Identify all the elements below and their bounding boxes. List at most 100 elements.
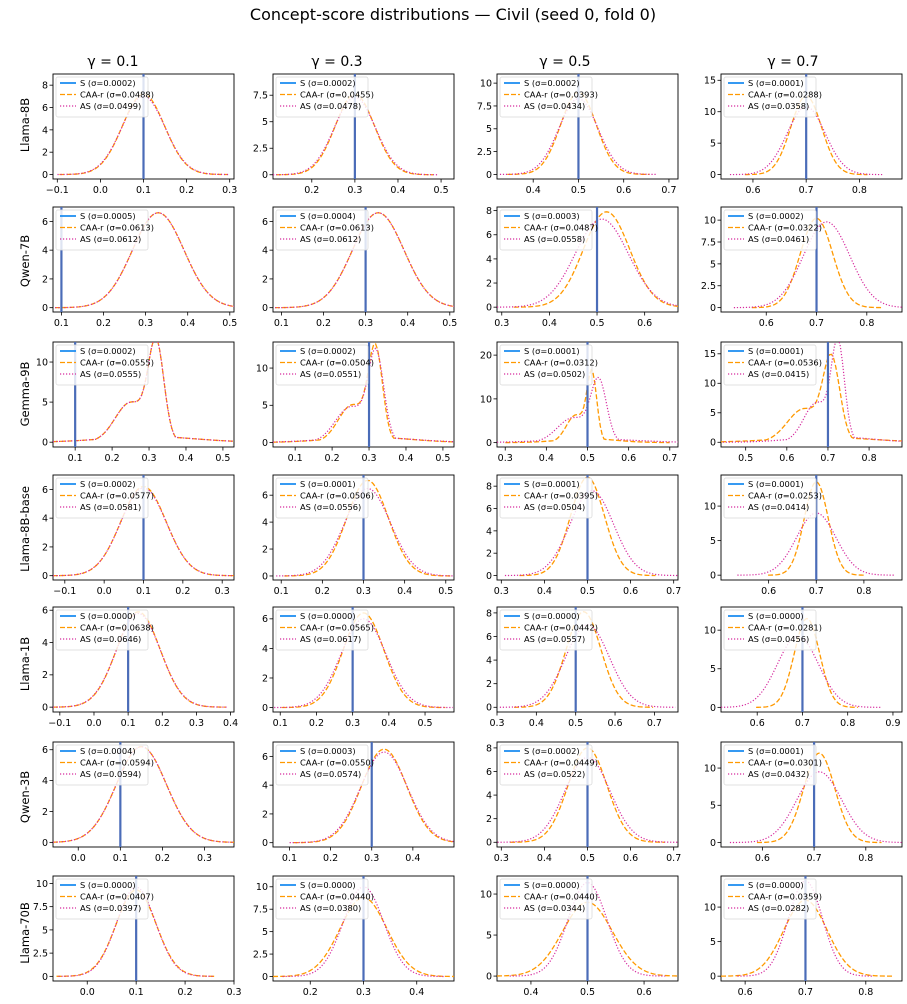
- y-tick-label: 7.5: [253, 905, 268, 916]
- subplot-r6-c1: 0.2 0.3 0.4 0 2.5 5 7.5 10 S (σ=0.0000) CAA-r (σ=…: [253, 875, 455, 998]
- legend-entry-as-label: AS (σ=0.0612): [80, 234, 141, 244]
- legend-entry-caa-r-label: CAA-r (σ=0.0322): [748, 223, 822, 233]
- legend-entry-caa-r-label: CAA-r (σ=0.0449): [524, 758, 598, 768]
- subplot-r2-c0: 0.1 0.2 0.3 0.4 0.5 0 5 10 S (σ=0.0002) CAA-r (σ=…: [36, 341, 235, 464]
- legend-entry-as-label: AS (σ=0.0646): [80, 634, 141, 644]
- x-tick-label: 0.2: [316, 318, 331, 329]
- legend-entry-caa-r-label: CAA-r (σ=0.0455): [300, 90, 374, 100]
- x-tick-label: 0.3: [189, 718, 204, 729]
- subplot-r3-c2: 0.3 0.4 0.5 0.6 0.7 0 2 4 6 8 S (σ=0.0001) CAA-r (σ…: [486, 474, 681, 597]
- as-density-line: [497, 376, 678, 443]
- x-tick-label: 0.6: [623, 853, 638, 864]
- legend-entry-s-label: S (σ=0.0004): [80, 746, 136, 756]
- x-tick-label: 0.6: [750, 718, 765, 729]
- legend-box: [499, 744, 593, 786]
- y-tick-label: 0: [42, 170, 48, 181]
- legend-entry-caa-r-label: CAA-r (σ=0.0594): [80, 758, 154, 768]
- legend-entry-caa-r-label: CAA-r (σ=0.0395): [524, 491, 598, 501]
- legend-entry-as-label: AS (σ=0.0432): [748, 769, 809, 779]
- y-tick-label: 2: [42, 148, 48, 159]
- curves: [721, 342, 902, 447]
- y-tick-label: 0: [486, 838, 492, 849]
- x-tick-label: 0.1: [274, 318, 289, 329]
- subplot-r5-c0: 0.0 0.1 0.2 0.3 0 2 4 6 S (σ=0.0004) CAA-r (σ=0.0…: [42, 741, 235, 864]
- x-tick-label: 0.0: [93, 185, 108, 196]
- y-tick-label: 10: [704, 763, 716, 774]
- x-tick-label: 0.6: [621, 453, 636, 464]
- subplot-r2-c3: 0.5 0.6 0.7 0.8 0 5 10 15 S (σ=0.0001) CAA-r (σ=0…: [704, 341, 903, 464]
- y-tick-label: 5: [262, 117, 268, 128]
- as-density-line: [737, 880, 874, 977]
- caa-r-density-line: [751, 217, 882, 309]
- y-tick-label: 4: [262, 246, 268, 257]
- column-title-gamma-0.7: γ = 0.7: [767, 54, 818, 70]
- legend-entry-s-label: S (σ=0.0000): [80, 880, 136, 890]
- y-tick-label: 2: [42, 274, 48, 285]
- y-tick-label: 4: [486, 655, 492, 666]
- y-tick-label: 2: [42, 670, 48, 681]
- x-tick-label: 0.4: [537, 586, 552, 597]
- x-tick-label: 0.3: [494, 853, 509, 864]
- y-tick-label: 2: [486, 814, 492, 825]
- y-tick-label: 2: [262, 673, 268, 684]
- x-tick-label: 0.1: [129, 987, 144, 998]
- x-tick-label: 0.4: [180, 318, 195, 329]
- legend-entry-s-label: S (σ=0.0001): [748, 746, 804, 756]
- y-tick-label: 6: [42, 103, 48, 114]
- x-tick-label: 0.4: [526, 185, 541, 196]
- legend-entry-as-label: AS (σ=0.0461): [748, 234, 809, 244]
- as-density-line: [53, 342, 234, 443]
- x-tick-label: 0.6: [755, 853, 770, 864]
- y-tick-label: 0: [42, 303, 48, 314]
- y-tick-label: 10: [704, 902, 716, 913]
- y-tick-label: 10: [704, 216, 716, 227]
- as-density-line: [737, 512, 896, 576]
- legend-box: [723, 344, 817, 386]
- caa-r-density-line: [59, 93, 228, 176]
- legend-entry-caa-r-label: CAA-r (σ=0.0407): [80, 892, 154, 902]
- x-tick-label: 0.7: [662, 453, 677, 464]
- x-tick-label: 0.5: [580, 987, 595, 998]
- legend-entry-as-label: AS (σ=0.0504): [524, 502, 585, 512]
- x-tick-label: 0.8: [862, 453, 877, 464]
- y-tick-label: 2: [262, 809, 268, 820]
- legend-entry-as-label: AS (σ=0.0380): [300, 903, 361, 913]
- legend-entry-as-label: AS (σ=0.0551): [300, 369, 361, 379]
- as-density-line: [273, 347, 454, 443]
- x-tick-label: 0.7: [795, 718, 810, 729]
- subplot-r3-c0: −0.1 0.0 0.1 0.2 0.3 0 2 4 6 S (σ=0.0002) CAA-r (σ…: [42, 474, 235, 597]
- y-tick-label: 0: [262, 571, 268, 582]
- y-tick-label: 4: [486, 526, 492, 537]
- y-tick-label: 6: [42, 745, 48, 756]
- x-tick-label: 0.6: [759, 318, 774, 329]
- legend-entry-as-label: AS (σ=0.0594): [80, 769, 141, 779]
- legend-entry-s-label: S (σ=0.0000): [524, 611, 580, 621]
- y-tick-label: 7.5: [477, 101, 492, 112]
- x-tick-label: 0.7: [798, 987, 813, 998]
- y-tick-label: 4: [42, 514, 48, 525]
- y-tick-label: 10: [256, 882, 268, 893]
- y-tick-label: 4: [42, 246, 48, 257]
- y-tick-label: 2.5: [477, 147, 492, 158]
- row-label-qwen-3b: Qwen-3B: [18, 771, 32, 823]
- legend-entry-s-label: S (σ=0.0002): [748, 211, 804, 221]
- y-tick-label: 6: [262, 217, 268, 228]
- legend-entry-caa-r-label: CAA-r (σ=0.0301): [748, 758, 822, 768]
- row-label-llama-8b: Llama-8B: [18, 98, 32, 152]
- y-tick-label: 2: [486, 679, 492, 690]
- y-tick-label: 0: [42, 838, 48, 849]
- x-tick-label: 0.6: [607, 718, 622, 729]
- x-tick-label: 0.8: [858, 987, 873, 998]
- x-tick-label: 0.5: [738, 453, 753, 464]
- subplot-r6-c2: 0.4 0.5 0.6 0 5 10 S (σ=0.0000) CAA-r (σ=0.0440…: [480, 875, 679, 998]
- row-label-llama-70b: Llama-70B: [18, 902, 32, 964]
- legend-entry-s-label: S (σ=0.0002): [80, 479, 136, 489]
- legend-entry-caa-r-label: CAA-r (σ=0.0288): [748, 90, 822, 100]
- figure-title: Concept-score distributions — Civil (see…: [250, 5, 656, 24]
- legend-entry-caa-r-label: CAA-r (σ=0.0638): [80, 623, 154, 633]
- y-tick-label: 8: [42, 81, 48, 92]
- x-tick-label: 0.7: [666, 586, 681, 597]
- x-tick-label: 0.1: [136, 185, 151, 196]
- subplot-r0-c0: −0.1 0.0 0.1 0.2 0.3 0 2 4 6 8 S (σ=0.0002) CAA-r (…: [42, 73, 237, 196]
